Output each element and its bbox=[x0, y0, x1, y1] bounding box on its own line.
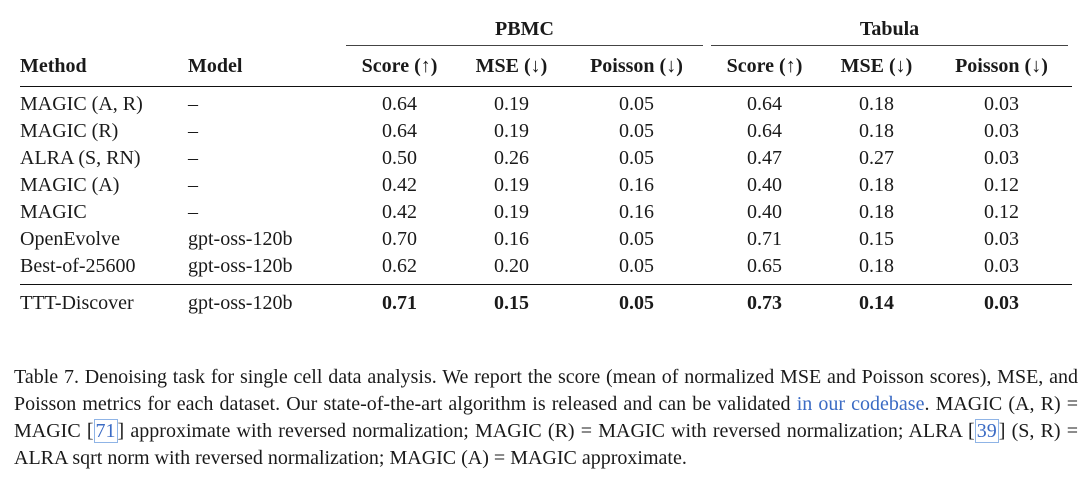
tabula-poisson-cell: 0.03 bbox=[983, 120, 1019, 142]
caption-text: (S, R) = ALRA sqrt norm with reversed no… bbox=[14, 420, 1079, 469]
group-pbmc: PBMC bbox=[342, 12, 707, 46]
pbmc-poisson-cell: 0.05 bbox=[565, 284, 707, 321]
column-header-row: Method Model Score (↑) MSE (↓) Poisson (… bbox=[20, 46, 1072, 87]
method-cell: MAGIC bbox=[20, 201, 87, 223]
col-tabula-score: Score (↑) bbox=[706, 46, 823, 87]
pbmc-score-cell: 0.62 bbox=[382, 255, 418, 277]
pbmc-mse-cell: 0.20 bbox=[494, 255, 530, 277]
table-row: OpenEvolve gpt-oss-120b 0.70 0.16 0.05 0… bbox=[20, 226, 1072, 253]
table-row: Best-of-25600 gpt-oss-120b 0.62 0.20 0.0… bbox=[20, 253, 1072, 285]
pbmc-score-cell: 0.64 bbox=[382, 93, 418, 115]
model-cell: gpt-oss-120b bbox=[188, 284, 342, 321]
pbmc-mse-cell: 0.19 bbox=[494, 93, 530, 115]
pbmc-mse-cell: 0.16 bbox=[494, 228, 530, 250]
tabula-score-cell: 0.64 bbox=[747, 93, 783, 115]
tabula-poisson-cell: 0.03 bbox=[983, 147, 1019, 169]
citation-link[interactable]: 39 bbox=[974, 419, 999, 443]
model-cell: – bbox=[188, 120, 198, 142]
col-method: Method bbox=[20, 46, 188, 87]
pbmc-poisson-cell: 0.05 bbox=[618, 93, 654, 115]
tabula-score-cell: 0.65 bbox=[747, 255, 783, 277]
table-row: MAGIC (A, R) – 0.64 0.19 0.05 0.64 0.18 … bbox=[20, 87, 1072, 119]
pbmc-score-cell: 0.64 bbox=[382, 120, 418, 142]
ours-rows: TTT-Discover gpt-oss-120b 0.71 0.15 0.05… bbox=[20, 284, 1072, 321]
model-cell: gpt-oss-120b bbox=[188, 228, 293, 250]
tabula-mse-cell: 0.18 bbox=[859, 201, 894, 223]
col-tabula-poisson: Poisson (↓) bbox=[930, 46, 1072, 87]
pbmc-score-cell: 0.71 bbox=[342, 284, 458, 321]
tabula-poisson-cell: 0.12 bbox=[983, 174, 1019, 196]
codebase-link[interactable]: in our codebase bbox=[796, 393, 925, 415]
tabula-score-cell: 0.40 bbox=[747, 174, 783, 196]
method-cell: TTT-Discover bbox=[20, 284, 188, 321]
method-cell: ALRA (S, RN) bbox=[20, 147, 141, 169]
tabula-mse-cell: 0.18 bbox=[859, 174, 894, 196]
pbmc-poisson-cell: 0.05 bbox=[618, 255, 654, 277]
tabula-poisson-cell: 0.12 bbox=[983, 201, 1019, 223]
group-tabula: Tabula bbox=[707, 12, 1072, 46]
method-cell: MAGIC (A, R) bbox=[20, 93, 143, 115]
col-tabula-mse: MSE (↓) bbox=[822, 46, 931, 87]
model-cell: gpt-oss-120b bbox=[188, 255, 293, 277]
pbmc-poisson-cell: 0.16 bbox=[618, 201, 654, 223]
method-cell: MAGIC (A) bbox=[20, 174, 120, 196]
col-pbmc-score: Score (↑) bbox=[342, 46, 458, 87]
method-cell: OpenEvolve bbox=[20, 228, 120, 250]
caption-text: Table 7. Denoising task for single cell … bbox=[14, 366, 1078, 415]
group-header-row: PBMC Tabula bbox=[20, 12, 1072, 46]
tabula-score-cell: 0.73 bbox=[706, 284, 823, 321]
col-model: Model bbox=[188, 46, 342, 87]
tabula-poisson-cell: 0.03 bbox=[983, 93, 1019, 115]
caption-text: . MAGIC (A, R) = MAGIC bbox=[14, 393, 1079, 442]
pbmc-mse-cell: 0.15 bbox=[457, 284, 566, 321]
tabula-mse-cell: 0.14 bbox=[822, 284, 931, 321]
results-table: PBMC Tabula Method Model Score (↑) MSE (… bbox=[20, 12, 1072, 321]
table-row: MAGIC (A) – 0.42 0.19 0.16 0.40 0.18 0.1… bbox=[20, 172, 1072, 199]
method-cell: Best-of-25600 bbox=[20, 255, 136, 277]
baseline-rows: MAGIC (A, R) – 0.64 0.19 0.05 0.64 0.18 … bbox=[20, 87, 1072, 285]
tabula-score-cell: 0.71 bbox=[747, 228, 783, 250]
table-caption: Table 7. Denoising task for single cell … bbox=[14, 366, 1079, 469]
tabula-mse-cell: 0.18 bbox=[859, 93, 894, 115]
tabula-score-cell: 0.40 bbox=[747, 201, 783, 223]
citation-link[interactable]: 71 bbox=[93, 419, 118, 443]
pbmc-poisson-cell: 0.05 bbox=[618, 120, 654, 142]
tabula-poisson-cell: 0.03 bbox=[983, 255, 1019, 277]
pbmc-poisson-cell: 0.16 bbox=[618, 174, 654, 196]
pbmc-score-cell: 0.50 bbox=[382, 147, 418, 169]
caption-text: approximate with reversed normalization;… bbox=[124, 420, 969, 442]
tabula-mse-cell: 0.18 bbox=[859, 255, 894, 277]
pbmc-poisson-cell: 0.05 bbox=[618, 147, 654, 169]
table-row: MAGIC – 0.42 0.19 0.16 0.40 0.18 0.12 bbox=[20, 199, 1072, 226]
model-cell: – bbox=[188, 147, 198, 169]
table-row: MAGIC (R) – 0.64 0.19 0.05 0.64 0.18 0.0… bbox=[20, 118, 1072, 145]
pbmc-score-cell: 0.42 bbox=[382, 201, 418, 223]
model-cell: – bbox=[188, 174, 198, 196]
model-cell: – bbox=[188, 93, 198, 115]
tabula-mse-cell: 0.15 bbox=[859, 228, 894, 250]
pbmc-score-cell: 0.70 bbox=[382, 228, 418, 250]
method-cell: MAGIC (R) bbox=[20, 120, 119, 142]
pbmc-mse-cell: 0.26 bbox=[494, 147, 530, 169]
tabula-poisson-cell: 0.03 bbox=[930, 284, 1072, 321]
ours-row: TTT-Discover gpt-oss-120b 0.71 0.15 0.05… bbox=[20, 284, 1072, 321]
tabula-score-cell: 0.47 bbox=[747, 147, 783, 169]
model-cell: – bbox=[188, 201, 198, 223]
tabula-mse-cell: 0.27 bbox=[859, 147, 894, 169]
tabula-poisson-cell: 0.03 bbox=[983, 228, 1019, 250]
pbmc-mse-cell: 0.19 bbox=[494, 201, 530, 223]
pbmc-score-cell: 0.42 bbox=[382, 174, 418, 196]
tabula-score-cell: 0.64 bbox=[747, 120, 783, 142]
pbmc-mse-cell: 0.19 bbox=[494, 174, 530, 196]
pbmc-poisson-cell: 0.05 bbox=[618, 228, 654, 250]
col-pbmc-poisson: Poisson (↓) bbox=[565, 46, 707, 87]
table-row: ALRA (S, RN) – 0.50 0.26 0.05 0.47 0.27 … bbox=[20, 145, 1072, 172]
tabula-mse-cell: 0.18 bbox=[859, 120, 894, 142]
col-pbmc-mse: MSE (↓) bbox=[457, 46, 566, 87]
pbmc-mse-cell: 0.19 bbox=[494, 120, 530, 142]
